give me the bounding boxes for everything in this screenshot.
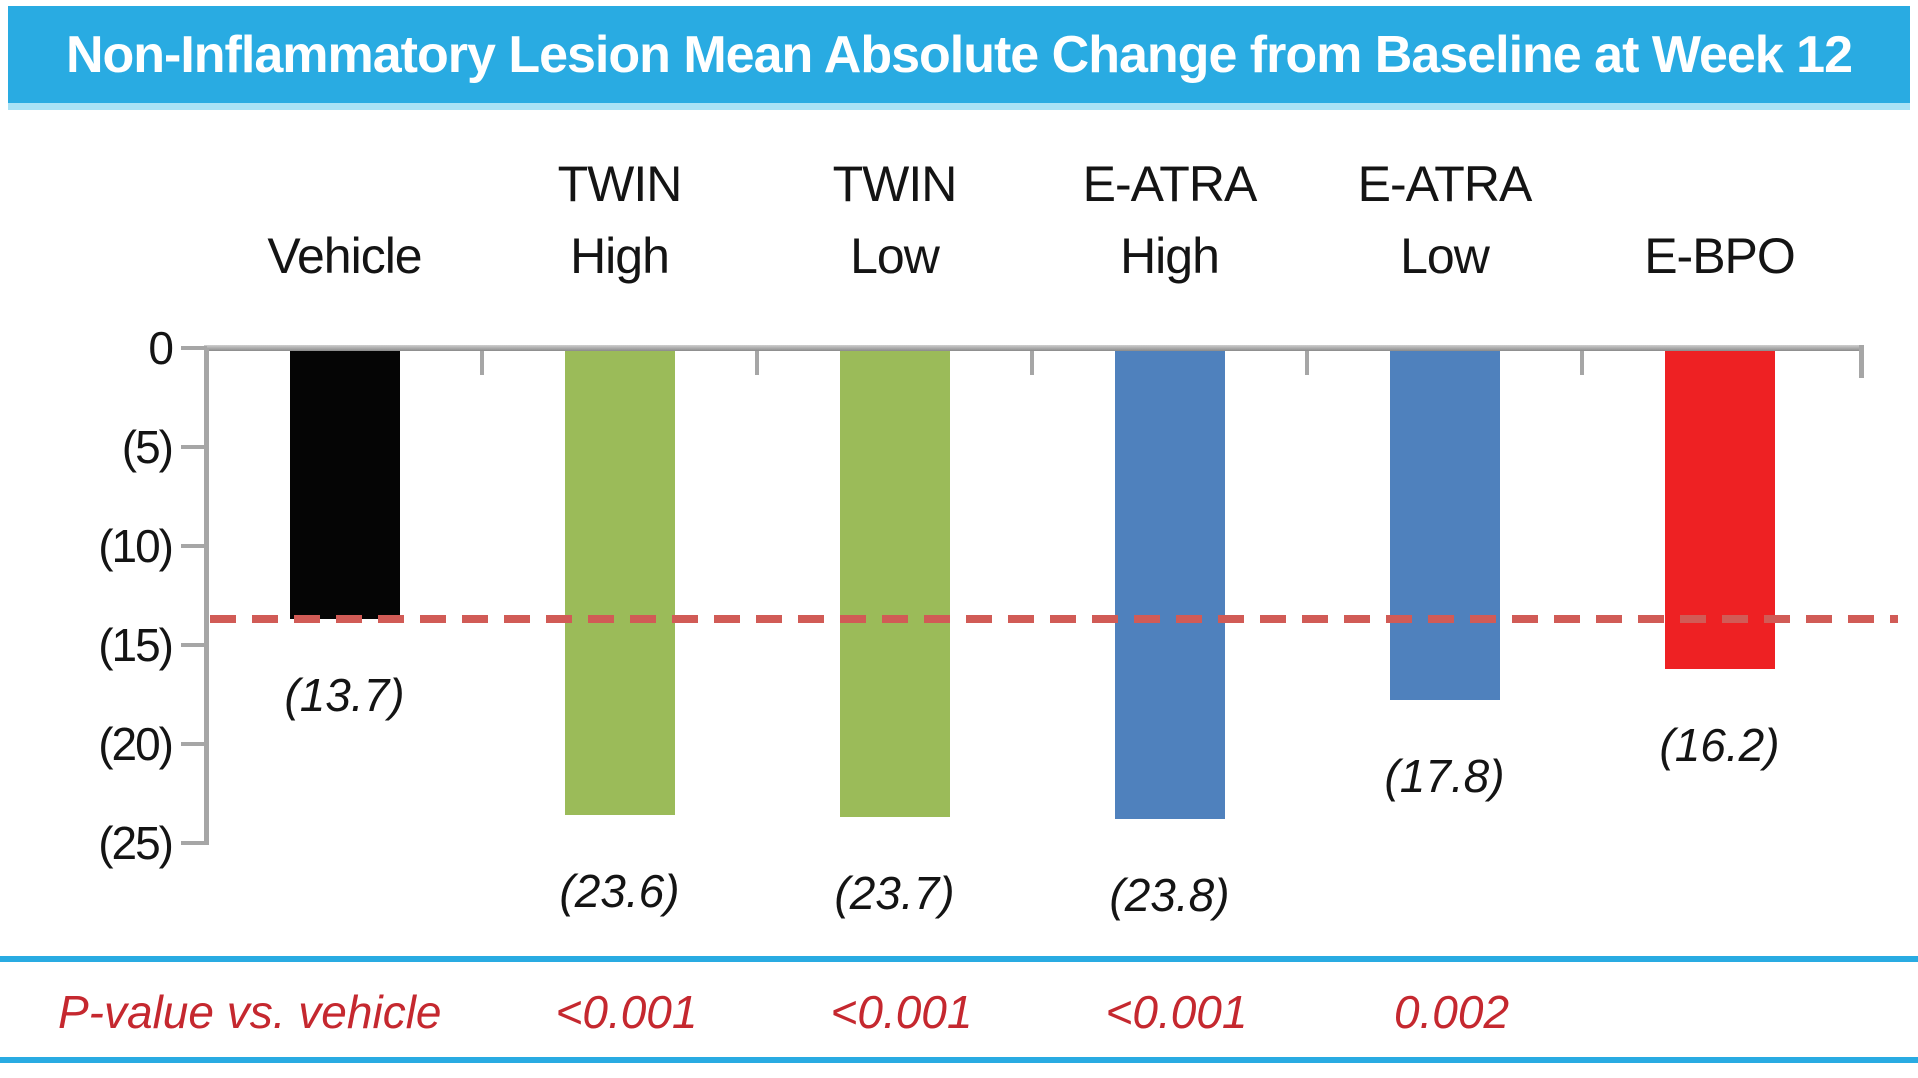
category-label-line: High — [570, 228, 670, 284]
x-axis-end-tick — [1859, 345, 1864, 378]
value-label-e-atra-high: (23.8) — [1109, 869, 1230, 921]
p-value-twin-high: <0.001 — [555, 986, 698, 1038]
bar-e-atra-low — [1389, 351, 1500, 700]
y-tick-label: (15) — [98, 619, 174, 671]
category-label-line: High — [1120, 228, 1220, 284]
bar-e-atra-high — [1114, 351, 1225, 819]
value-label-twin-low: (23.7) — [834, 867, 955, 919]
category-label-e-atra-low: E-ATRA Low — [1307, 118, 1582, 292]
x-axis-tick — [1305, 351, 1309, 375]
chart-title: Non-Inflammatory Lesion Mean Absolute Ch… — [65, 25, 1853, 84]
category-label-line: TWIN — [557, 156, 683, 212]
x-axis-tick — [1580, 351, 1584, 375]
y-axis-tick — [181, 544, 207, 548]
y-tick-label: (25) — [98, 817, 174, 869]
category-label-line: Low — [1400, 228, 1490, 284]
y-axis-tick — [181, 742, 207, 746]
reference-dashed-line — [210, 615, 1898, 624]
y-tick-label: 0 — [148, 322, 174, 374]
category-label-line: E-ATRA — [1357, 156, 1533, 212]
y-axis-tick — [181, 445, 207, 449]
category-label-twin-high: TWIN High — [482, 118, 757, 292]
value-label-e-atra-low: (17.8) — [1384, 750, 1505, 802]
y-axis-tick — [181, 643, 207, 647]
bar-twin-high — [564, 351, 675, 815]
p-value-e-atra-high: <0.001 — [1105, 986, 1248, 1038]
divider-line-top — [0, 956, 1918, 962]
value-label-vehicle: (13.7) — [284, 669, 405, 721]
title-banner: Non-Inflammatory Lesion Mean Absolute Ch… — [8, 6, 1910, 110]
category-label-vehicle: Vehicle — [207, 118, 482, 292]
bar-twin-low — [839, 351, 950, 817]
category-label-twin-low: TWIN Low — [757, 118, 1032, 292]
category-label-line: E-BPO — [1644, 228, 1796, 284]
p-value-e-atra-low: 0.002 — [1393, 986, 1510, 1038]
divider-line-bottom — [0, 1057, 1918, 1063]
category-label-e-bpo: E-BPO — [1582, 118, 1857, 292]
y-axis-tick — [181, 841, 207, 845]
p-value-row-label: P-value vs. vehicle — [58, 986, 442, 1038]
value-label-e-bpo: (16.2) — [1659, 719, 1780, 771]
y-tick-label: (10) — [98, 520, 174, 572]
x-axis-line — [204, 345, 1864, 351]
y-tick-label: (5) — [121, 421, 174, 473]
p-value-twin-low: <0.001 — [830, 986, 973, 1038]
category-label-line: E-ATRA — [1082, 156, 1258, 212]
bar-vehicle — [289, 351, 400, 619]
category-label-line: Vehicle — [267, 228, 422, 284]
x-axis-tick — [480, 351, 484, 375]
category-label-line: Low — [850, 228, 940, 284]
x-axis-tick — [1030, 351, 1034, 375]
y-tick-label: (20) — [98, 718, 174, 770]
category-label-line: TWIN — [832, 156, 958, 212]
category-label-e-atra-high: E-ATRA High — [1032, 118, 1307, 292]
y-axis-line — [204, 348, 209, 845]
y-axis-tick — [181, 346, 207, 350]
x-axis-tick — [755, 351, 759, 375]
value-label-twin-high: (23.6) — [559, 865, 680, 917]
